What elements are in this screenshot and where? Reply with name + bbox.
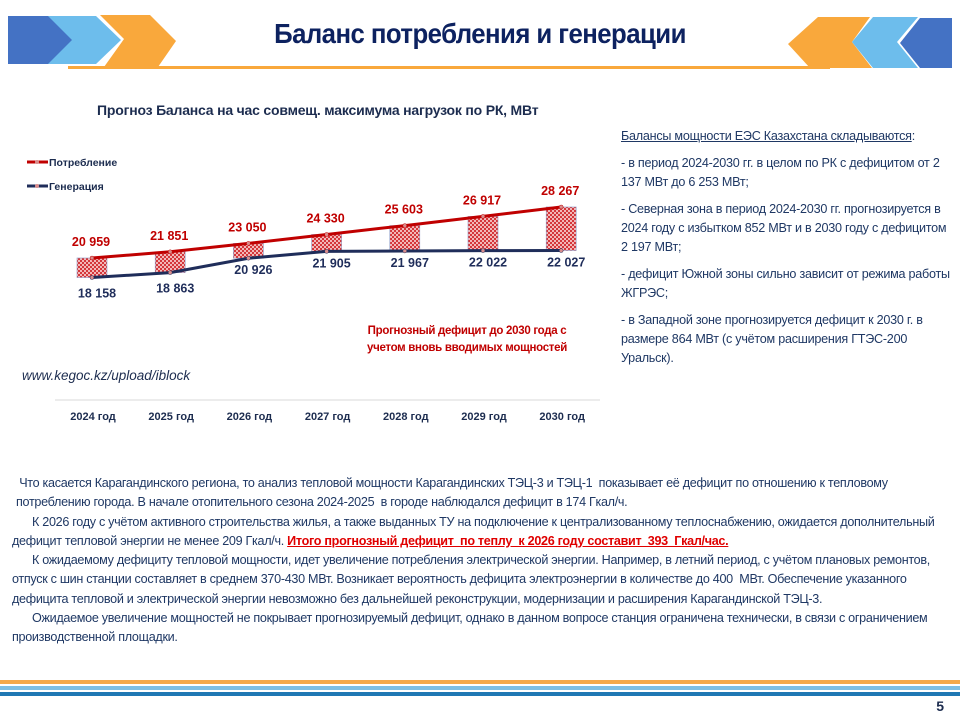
generation-data-label: 21 905 (312, 256, 350, 270)
generation-point (89, 275, 95, 280)
chart: Потребление Генерация 20 959 21 851 23 050 2… (27, 157, 600, 423)
page-title: Баланс потребления и генерации (274, 18, 686, 49)
deficit-bar (467, 216, 499, 251)
footer-stripe-light-blue (0, 686, 960, 690)
legend-consumption-label: Потребление (49, 157, 117, 169)
summary-item: - в период 2024-2030 гг. в целом по РК с… (621, 156, 940, 189)
paragraph: Что касается Карагандинского региона, то… (16, 476, 891, 510)
generation-data-label: 22 027 (547, 256, 585, 270)
deficit-bar (76, 257, 108, 278)
paragraph-text: К 2026 году с учётом активного строитель… (12, 514, 935, 548)
consumption-point (246, 241, 251, 246)
header-decoration (8, 15, 952, 69)
page-number: 5 (936, 698, 944, 714)
chevron-right-dark (900, 18, 952, 68)
x-tick-label: 2028 год (383, 411, 429, 423)
consumption-point (167, 249, 173, 255)
karaganda-text: Что касается Карагандинского региона, то… (12, 474, 947, 648)
generation-data-label: 21 967 (391, 256, 429, 270)
footer-stripe-orange (0, 680, 960, 684)
deficit-annotation: Прогнозный дефицит до 2030 года с учетом… (367, 325, 567, 354)
chart-title: Прогноз Баланса на час совмещ. максимума… (97, 102, 539, 118)
legend-point (35, 160, 39, 164)
x-tick-label: 2024 год (70, 411, 116, 423)
generation-point (324, 249, 329, 254)
chevron-left-orange (100, 15, 176, 67)
consumption-data-label: 26 917 (463, 193, 501, 207)
summary-heading-colon: : (911, 129, 916, 143)
summary-item: - дефицит Южной зоны сильно зависит от р… (621, 267, 950, 300)
legend-generation-label: Генерация (49, 181, 104, 193)
legend: Потребление Генерация (27, 157, 117, 193)
deficit-bar (389, 225, 421, 252)
generation-point (246, 255, 251, 261)
summary-item: - в Западной зоне прогнозируется дефицит… (621, 313, 923, 365)
generation-point (480, 248, 486, 253)
chevron-right-orange (788, 17, 872, 68)
generation-data-label: 18 158 (78, 287, 116, 301)
summary-item: - Северная зона в период 2024-2030 гг. п… (621, 202, 947, 254)
consumption-point (480, 214, 486, 219)
consumption-point (402, 223, 408, 228)
generation-point (167, 270, 173, 275)
generation-data-label: 22 022 (469, 256, 507, 270)
footer-stripe-dark-blue (0, 692, 960, 696)
x-tick-label: 2029 год (461, 411, 507, 423)
generation-data-label: 20 926 (234, 263, 272, 277)
balance-summary: Балансы мощности ЕЭС Казахстана складыва… (621, 127, 951, 376)
consumption-point (324, 232, 329, 237)
chevron-right-light (852, 17, 918, 68)
generation-point (402, 248, 408, 254)
x-tick-label: 2026 год (227, 411, 273, 423)
summary-heading: Балансы мощности ЕЭС Казахстана складыва… (621, 129, 912, 143)
consumption-data-label: 21 851 (150, 229, 188, 243)
x-tick-label: 2027 год (305, 411, 351, 423)
paragraph: К ожидаемому дефициту тепловой мощности,… (12, 553, 934, 606)
paragraph: К 2026 году с учётом активного строитель… (12, 513, 947, 552)
consumption-point (558, 204, 564, 210)
chevron-left-light (48, 16, 121, 64)
highlight-deficit: Итого прогнозный дефицит по теплу к 2026… (287, 533, 729, 548)
x-tick-label: 2025 год (148, 411, 194, 423)
consumption-data-label: 24 330 (306, 211, 344, 225)
source-link[interactable]: www.kegoc.kz/upload/iblock (22, 368, 191, 383)
consumption-point (89, 255, 95, 261)
chevron-left-dark (8, 16, 74, 64)
consumption-data-label: 25 603 (385, 203, 423, 217)
generation-point (558, 248, 564, 253)
legend-point (35, 184, 39, 188)
deficit-bar (545, 206, 577, 251)
consumption-data-label: 20 959 (72, 235, 110, 249)
consumption-data-label: 28 267 (541, 184, 579, 198)
generation-data-label: 18 863 (156, 282, 194, 296)
x-tick-label: 2030 год (539, 411, 585, 423)
consumption-data-label: 23 050 (228, 220, 266, 234)
paragraph: Ожидаемое увеличение мощностей не покрыв… (12, 611, 928, 645)
